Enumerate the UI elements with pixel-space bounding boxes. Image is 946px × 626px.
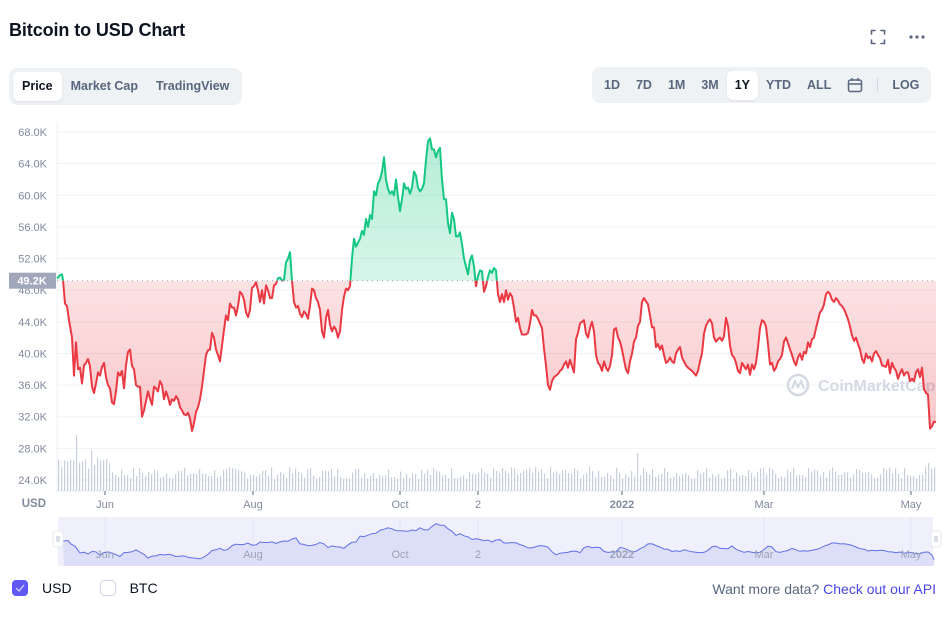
y-tick-label: 24.0K	[18, 475, 47, 487]
range-1m[interactable]: 1M	[667, 77, 686, 92]
currency-btc-label: BTC	[129, 580, 158, 596]
expand-icon	[870, 29, 886, 45]
x-tick-label: Aug	[243, 499, 263, 511]
y-axis-unit: USD	[22, 498, 46, 510]
currency-usd-label: USD	[42, 580, 72, 596]
range-3m[interactable]: 3M	[701, 77, 719, 92]
api-link[interactable]: Check out our API	[823, 581, 936, 597]
price-line	[56, 137, 937, 432]
y-tick-label: 28.0K	[18, 443, 47, 455]
y-tick-label: 60.0K	[18, 190, 47, 202]
checkmark-icon	[15, 584, 25, 592]
y-tick-label: 64.0K	[18, 159, 47, 171]
range-1d[interactable]: 1D	[604, 77, 620, 92]
more-options-button[interactable]	[906, 26, 928, 48]
y-tick-label: 40.0K	[18, 348, 47, 360]
tab-tradingview[interactable]: TradingView	[155, 79, 230, 93]
tab-market-cap[interactable]: Market Cap	[70, 79, 138, 93]
navigator-handle-right[interactable]	[930, 530, 942, 548]
svg-text:Mar: Mar	[755, 549, 774, 561]
tab-price[interactable]: Price	[13, 72, 62, 101]
x-tick-label: Jun	[96, 499, 114, 511]
x-tick-label: 2022	[610, 499, 634, 511]
range-1y[interactable]: 1Y	[726, 70, 759, 100]
price-chart[interactable]: 68.0K64.0K60.0K56.0K52.0K48.0K44.0K40.0K…	[0, 110, 946, 570]
x-tick-label: 2	[475, 499, 481, 511]
svg-text:Jun: Jun	[96, 549, 114, 561]
svg-text:Oct: Oct	[391, 549, 408, 561]
y-tick-label: 56.0K	[18, 222, 47, 234]
y-tick-label: 68.0K	[18, 127, 47, 139]
y-tick-label: 32.0K	[18, 412, 47, 424]
svg-text:CoinMarketCap: CoinMarketCap	[818, 378, 936, 395]
volume-bars	[58, 435, 936, 491]
calendar-icon	[848, 78, 863, 93]
log-scale-toggle[interactable]: LOG	[892, 77, 920, 92]
range-7d[interactable]: 7D	[635, 77, 652, 92]
price-area	[57, 138, 936, 431]
svg-text:2: 2	[475, 549, 481, 561]
y-tick-label: 52.0K	[18, 254, 47, 266]
divider	[877, 78, 879, 92]
range-navigator[interactable]: Jun Aug Oct 2 2022 Mar May	[52, 517, 942, 566]
api-prompt-text: Want more data?	[712, 581, 820, 597]
api-promo: Want more data? Check out our API	[712, 581, 936, 597]
checkbox-checked[interactable]	[12, 580, 28, 596]
y-tick-label: 36.0K	[18, 380, 47, 392]
svg-text:May: May	[901, 549, 922, 561]
x-tick-label: Oct	[391, 499, 408, 511]
range-all[interactable]: ALL	[807, 77, 832, 92]
currency-btc-checkbox[interactable]: BTC	[99, 580, 158, 596]
coinmarketcap-watermark: CoinMarketCap	[786, 373, 936, 397]
currency-toggle-group: USD BTC	[12, 580, 186, 596]
x-axis: USD Jun Aug Oct 2 2022 Mar May	[22, 490, 936, 511]
current-price-label: 49.2K	[17, 276, 46, 288]
svg-text:Aug: Aug	[243, 549, 263, 561]
checkbox-unchecked[interactable]	[99, 580, 116, 596]
navigator-handle-left[interactable]	[52, 530, 64, 548]
view-tab-group: Price Market Cap TradingView	[9, 68, 243, 105]
reference-line: 49.2K	[9, 272, 936, 289]
x-tick-label: Mar	[755, 499, 774, 511]
range-ytd[interactable]: YTD	[766, 77, 792, 92]
fullscreen-button[interactable]	[867, 26, 889, 48]
y-tick-label: 44.0K	[18, 317, 47, 329]
svg-text:2022: 2022	[610, 549, 634, 561]
y-axis: 68.0K64.0K60.0K56.0K52.0K48.0K44.0K40.0K…	[18, 127, 47, 487]
more-horizontal-icon	[909, 35, 925, 39]
currency-usd-checkbox[interactable]: USD	[12, 580, 72, 596]
x-tick-label: May	[901, 499, 922, 511]
date-range-picker-button[interactable]	[839, 71, 871, 100]
time-range-group: 1D 7D 1M 3M 1Y YTD ALL LOG	[592, 67, 932, 103]
chart-title: Bitcoin to USD Chart	[9, 20, 185, 40]
